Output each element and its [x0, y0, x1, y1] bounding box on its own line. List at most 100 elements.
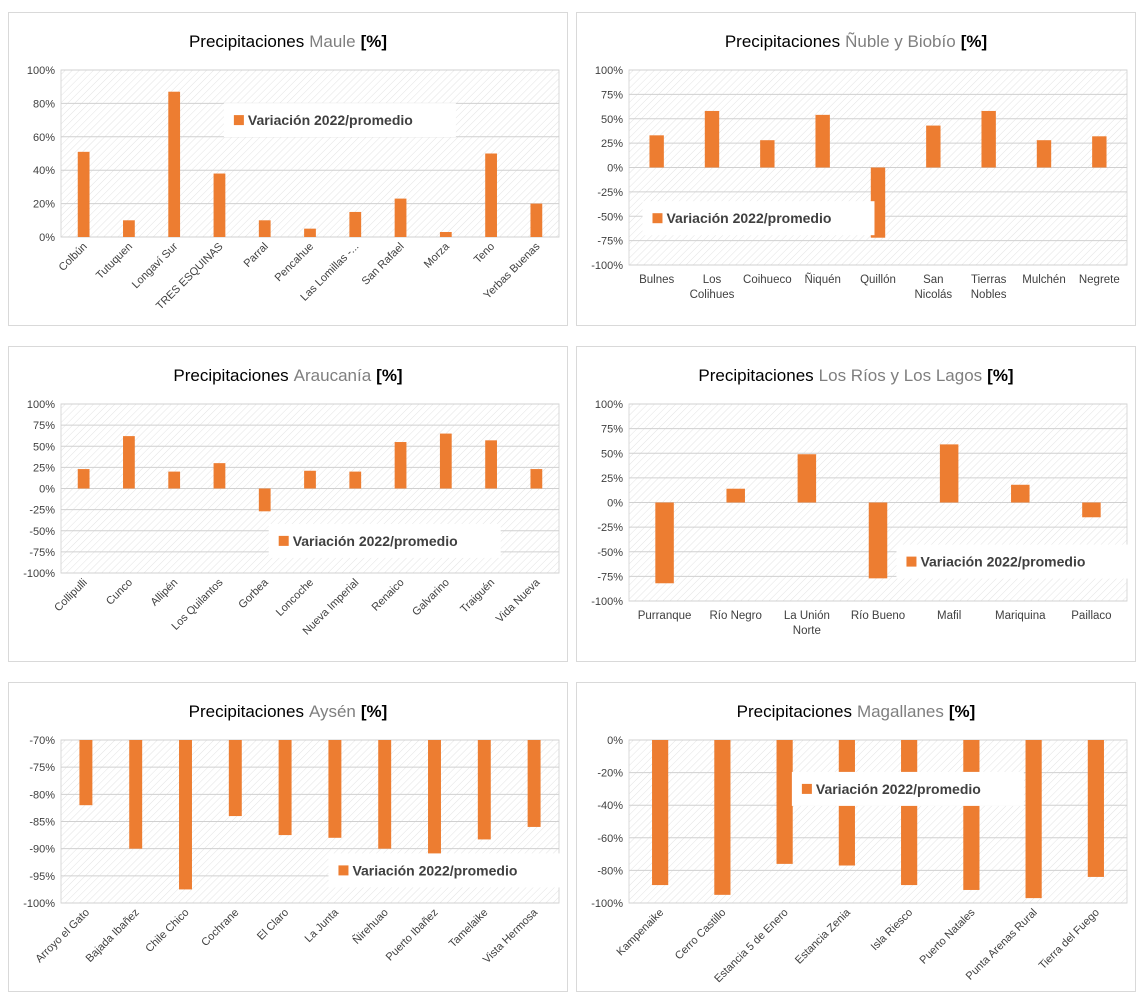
- x-tick-label: Isla Riesco: [869, 907, 916, 954]
- legend-swatch: [233, 115, 244, 126]
- bar: [304, 470, 316, 489]
- y-tick-label: -50%: [29, 526, 55, 538]
- y-tick-label: 100%: [27, 399, 55, 411]
- legend: Variación 2022/promedio: [791, 771, 1024, 806]
- y-tick-label: 60%: [33, 132, 55, 144]
- bar: [304, 228, 316, 237]
- x-tick-label: Renaico: [370, 577, 407, 614]
- bar: [394, 198, 407, 237]
- bar: [213, 173, 226, 237]
- x-tick-label: Bulnes: [639, 274, 675, 286]
- legend: Variación 2022/promedio: [223, 103, 456, 138]
- chart: Precipitaciones Ñuble y Biobío [%] -100% -75…: [591, 32, 1128, 272]
- x-tick-label: San Nicolás: [914, 274, 953, 301]
- y-tick-label: 50%: [33, 441, 55, 453]
- bar: [179, 740, 192, 890]
- bar: [394, 442, 407, 489]
- y-tick-label: 100%: [595, 65, 623, 77]
- y-tick-label: -75%: [597, 571, 623, 583]
- bar: [963, 740, 980, 890]
- bar: [428, 740, 441, 855]
- bar: [328, 740, 342, 838]
- chart-panel: Precipitaciones Magallanes [%] -100% -80% -60…: [576, 682, 1136, 992]
- bar: [349, 211, 362, 237]
- bar: [704, 110, 720, 168]
- legend: Variación 2022/promedio: [328, 853, 561, 888]
- title-part: Precipitaciones: [189, 702, 304, 721]
- x-tick-label: Vida Nueva: [494, 576, 543, 625]
- y-tick-label: 100%: [27, 65, 55, 77]
- x-tick-label: Gorbea: [236, 576, 271, 611]
- bar: [776, 740, 793, 864]
- chart-title: Precipitaciones Araucanía [%]: [173, 366, 402, 385]
- x-tick-label: San Rafael: [360, 241, 407, 288]
- y-tick-label: -100%: [23, 898, 55, 910]
- x-tick-label: Morza: [422, 240, 453, 271]
- y-tick-label: 75%: [33, 420, 55, 432]
- y-tick-label: 75%: [601, 89, 623, 101]
- title-part: [%]: [361, 702, 387, 721]
- x-tick-label: Pencahue: [273, 241, 317, 285]
- title-part: [%]: [376, 366, 402, 385]
- y-tick-label: -100%: [23, 568, 55, 580]
- bar: [797, 454, 817, 503]
- x-tick-label: Ñiquén: [804, 274, 841, 286]
- y-tick-label: -80%: [29, 789, 55, 801]
- bar: [901, 740, 918, 886]
- legend-swatch: [801, 783, 812, 794]
- legend-label: Variación 2022/promedio: [920, 554, 1085, 570]
- y-tick-label: -40%: [597, 800, 623, 812]
- legend-box: [223, 103, 456, 138]
- chart-panel: Precipitaciones Maule [%] 0% 20% 40% 60% 80% 100…: [8, 12, 568, 326]
- x-tick-label: Coihueco: [743, 274, 792, 286]
- legend-box: [642, 201, 875, 236]
- x-tick-label: Cochrane: [199, 907, 241, 949]
- x-tick-label: Colbún: [57, 241, 90, 274]
- x-tick-label: Río Negro: [709, 610, 762, 622]
- legend-swatch: [278, 535, 289, 546]
- chart-title: Precipitaciones Ñuble y Biobío [%]: [725, 32, 987, 51]
- bar: [485, 440, 497, 489]
- bar: [278, 740, 292, 836]
- y-tick-label: 75%: [601, 424, 623, 436]
- x-tick-label: Los Colihues: [689, 274, 735, 301]
- y-tick-label: -25%: [29, 505, 55, 517]
- legend-label: Variación 2022/promedio: [816, 781, 981, 797]
- legend-label: Variación 2022/promedio: [666, 210, 831, 226]
- title-part: Aysén: [309, 702, 356, 721]
- x-tick-label: Tierras Nobles: [970, 274, 1007, 301]
- legend-box: [896, 544, 1129, 579]
- bar: [530, 203, 543, 237]
- y-tick-label: -75%: [597, 236, 623, 248]
- bar: [1025, 740, 1042, 899]
- bar: [439, 231, 452, 237]
- bar: [439, 433, 452, 489]
- chart-title: Precipitaciones Maule [%]: [189, 32, 387, 51]
- title-part: [%]: [361, 32, 387, 51]
- bar: [530, 469, 543, 489]
- x-tick-label: Parral: [242, 241, 271, 270]
- y-tick-label: -100%: [591, 898, 623, 910]
- x-tick-label: Paillaco: [1071, 610, 1112, 622]
- bar: [77, 469, 90, 489]
- bar: [349, 471, 362, 489]
- y-tick-label: -80%: [597, 865, 623, 877]
- bar: [168, 91, 181, 238]
- legend-box: [328, 853, 561, 888]
- legend-label: Variación 2022/promedio: [293, 533, 458, 549]
- bar: [981, 110, 996, 168]
- bar: [1092, 136, 1107, 168]
- y-tick-label: -95%: [29, 871, 55, 883]
- y-tick-label: 0%: [39, 484, 55, 496]
- bar: [760, 140, 775, 168]
- title-part: Precipitaciones: [173, 366, 288, 385]
- bar: [1011, 484, 1030, 503]
- y-tick-label: -100%: [591, 596, 623, 608]
- legend: Variación 2022/promedio: [896, 544, 1129, 579]
- y-tick-label: 0%: [607, 735, 623, 747]
- title-part: Maule: [309, 32, 355, 51]
- y-tick-label: -70%: [29, 735, 55, 747]
- x-tick-label: Río Bueno: [850, 610, 906, 622]
- title-part: Magallanes: [857, 702, 944, 721]
